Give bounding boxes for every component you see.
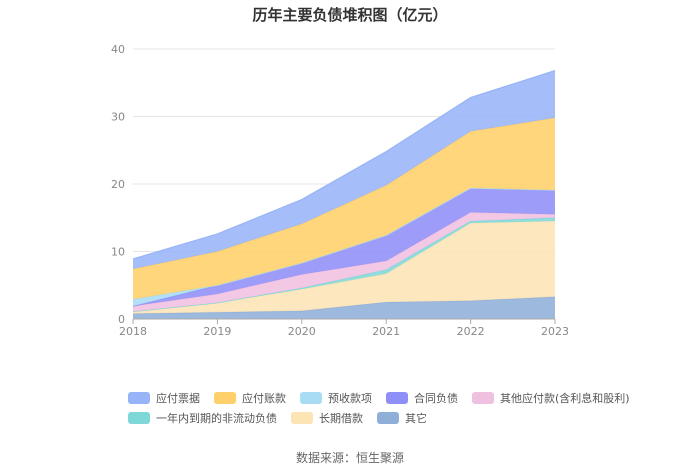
series-line (132, 296, 556, 315)
area-series (133, 117, 555, 300)
legend-label: 一年内到期的非流动负债 (156, 412, 277, 425)
legend-row-2: 一年内到期的非流动负债 长期借款 其它 (128, 408, 598, 428)
legend-swatch (128, 412, 150, 424)
legend-label: 长期借款 (319, 412, 363, 425)
area-series (133, 212, 555, 312)
legend-swatch (386, 392, 408, 404)
x-tick-label: 2019 (203, 325, 231, 338)
legend-item-contract-liabilities[interactable]: 合同负债 (386, 390, 458, 406)
x-tick-label: 2018 (119, 325, 147, 338)
legend-item-notes-payable[interactable]: 应付票据 (128, 390, 200, 406)
x-tick-label: 2020 (288, 325, 316, 338)
legend-row-1: 应付票据 应付账款 预收款项 合同负债 其他应付款(含利息和股利) (128, 388, 630, 408)
chart-legend: 应付票据 应付账款 预收款项 合同负债 其他应付款(含利息和股利) 一年内到期的… (128, 388, 630, 428)
x-tick-label: 2021 (372, 325, 400, 338)
chart-title: 历年主要负债堆积图（亿元） (252, 6, 448, 24)
y-tick-label: 30 (111, 111, 125, 124)
series-line (132, 70, 556, 260)
legend-label: 预收款项 (328, 392, 372, 405)
x-tick-label: 2022 (457, 325, 485, 338)
legend-swatch (472, 392, 494, 404)
y-tick-label: 20 (111, 178, 125, 191)
legend-label: 应付票据 (156, 392, 200, 405)
legend-swatch (128, 392, 150, 404)
legend-swatch (377, 412, 399, 424)
legend-label: 其它 (405, 412, 427, 425)
legend-swatch (291, 412, 313, 424)
legend-item-other-payables[interactable]: 其他应付款(含利息和股利) (472, 390, 630, 406)
y-tick-label: 0 (118, 313, 125, 326)
y-tick-label: 10 (111, 246, 125, 259)
data-source-note: 数据来源：恒生聚源 (295, 451, 404, 465)
legend-item-other[interactable]: 其它 (377, 410, 427, 426)
legend-item-long-term-loans[interactable]: 长期借款 (291, 410, 363, 426)
x-tick-label: 2023 (541, 325, 569, 338)
legend-swatch (214, 392, 236, 404)
legend-item-current-portion-noncurrent[interactable]: 一年内到期的非流动负债 (128, 410, 277, 426)
legend-swatch (300, 392, 322, 404)
legend-label: 合同负债 (414, 392, 458, 405)
legend-label: 其他应付款(含利息和股利) (500, 392, 630, 405)
legend-item-accounts-payable[interactable]: 应付账款 (214, 390, 286, 406)
area-series (133, 221, 555, 314)
area-series (133, 188, 555, 307)
y-tick-label: 40 (111, 43, 125, 56)
legend-label: 应付账款 (242, 392, 286, 405)
area-series (133, 296, 555, 319)
area-series (133, 70, 555, 270)
area-series (133, 188, 555, 307)
legend-item-advance-receipts[interactable]: 预收款项 (300, 390, 372, 406)
